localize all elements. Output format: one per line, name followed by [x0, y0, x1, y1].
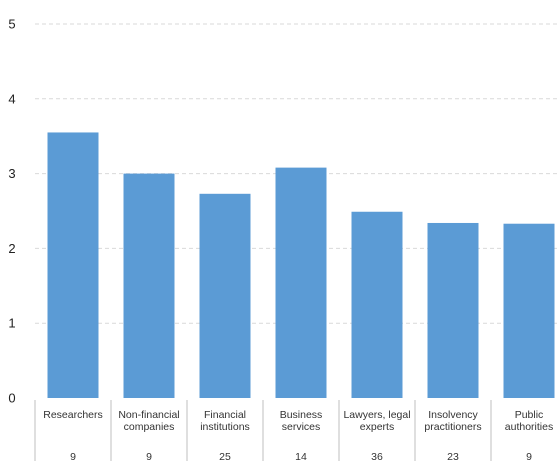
category-label-3-1: services [282, 421, 321, 433]
category-count-6: 9 [526, 451, 532, 461]
category-label-4-1: experts [360, 421, 394, 433]
y-tick-label-5: 5 [8, 17, 15, 32]
bar-0 [47, 132, 99, 398]
category-label-6-1: authorities [505, 421, 553, 433]
category-separators [34, 400, 492, 461]
y-tick-label-3: 3 [8, 166, 15, 181]
category-label-1-1: companies [124, 421, 175, 433]
category-label-5-1: practitioners [424, 421, 481, 433]
category-label-3-0: Business [280, 409, 323, 421]
bar-1 [123, 173, 175, 398]
bar-6 [503, 223, 555, 398]
bars [47, 132, 555, 398]
category-label-0-0: Researchers [43, 409, 103, 421]
y-axis-ticks: 0 1 2 3 4 5 [8, 17, 15, 406]
bar-2 [199, 193, 251, 398]
bar-3 [275, 167, 327, 398]
y-tick-label-1: 1 [8, 316, 15, 331]
category-count-0: 9 [70, 451, 76, 461]
category-count-4: 36 [371, 451, 383, 461]
category-count-5: 23 [447, 451, 459, 461]
category-count-1: 9 [146, 451, 152, 461]
category-label-2-1: institutions [200, 421, 250, 433]
category-label-1-0: Non-financial [118, 409, 179, 421]
category-label-6-0: Public [515, 409, 544, 421]
category-label-5-0: Insolvency [428, 409, 478, 421]
category-counts: 9 9 25 14 36 23 9 [70, 451, 532, 461]
bar-4 [351, 211, 403, 398]
y-tick-label-0: 0 [8, 391, 15, 406]
category-count-3: 14 [295, 451, 307, 461]
category-label-4-0: Lawyers, legal [343, 409, 410, 421]
y-tick-label-2: 2 [8, 241, 15, 256]
y-tick-label-4: 4 [8, 91, 15, 106]
category-label-2-0: Financial [204, 409, 246, 421]
bar-5 [427, 222, 479, 398]
category-count-2: 25 [219, 451, 231, 461]
